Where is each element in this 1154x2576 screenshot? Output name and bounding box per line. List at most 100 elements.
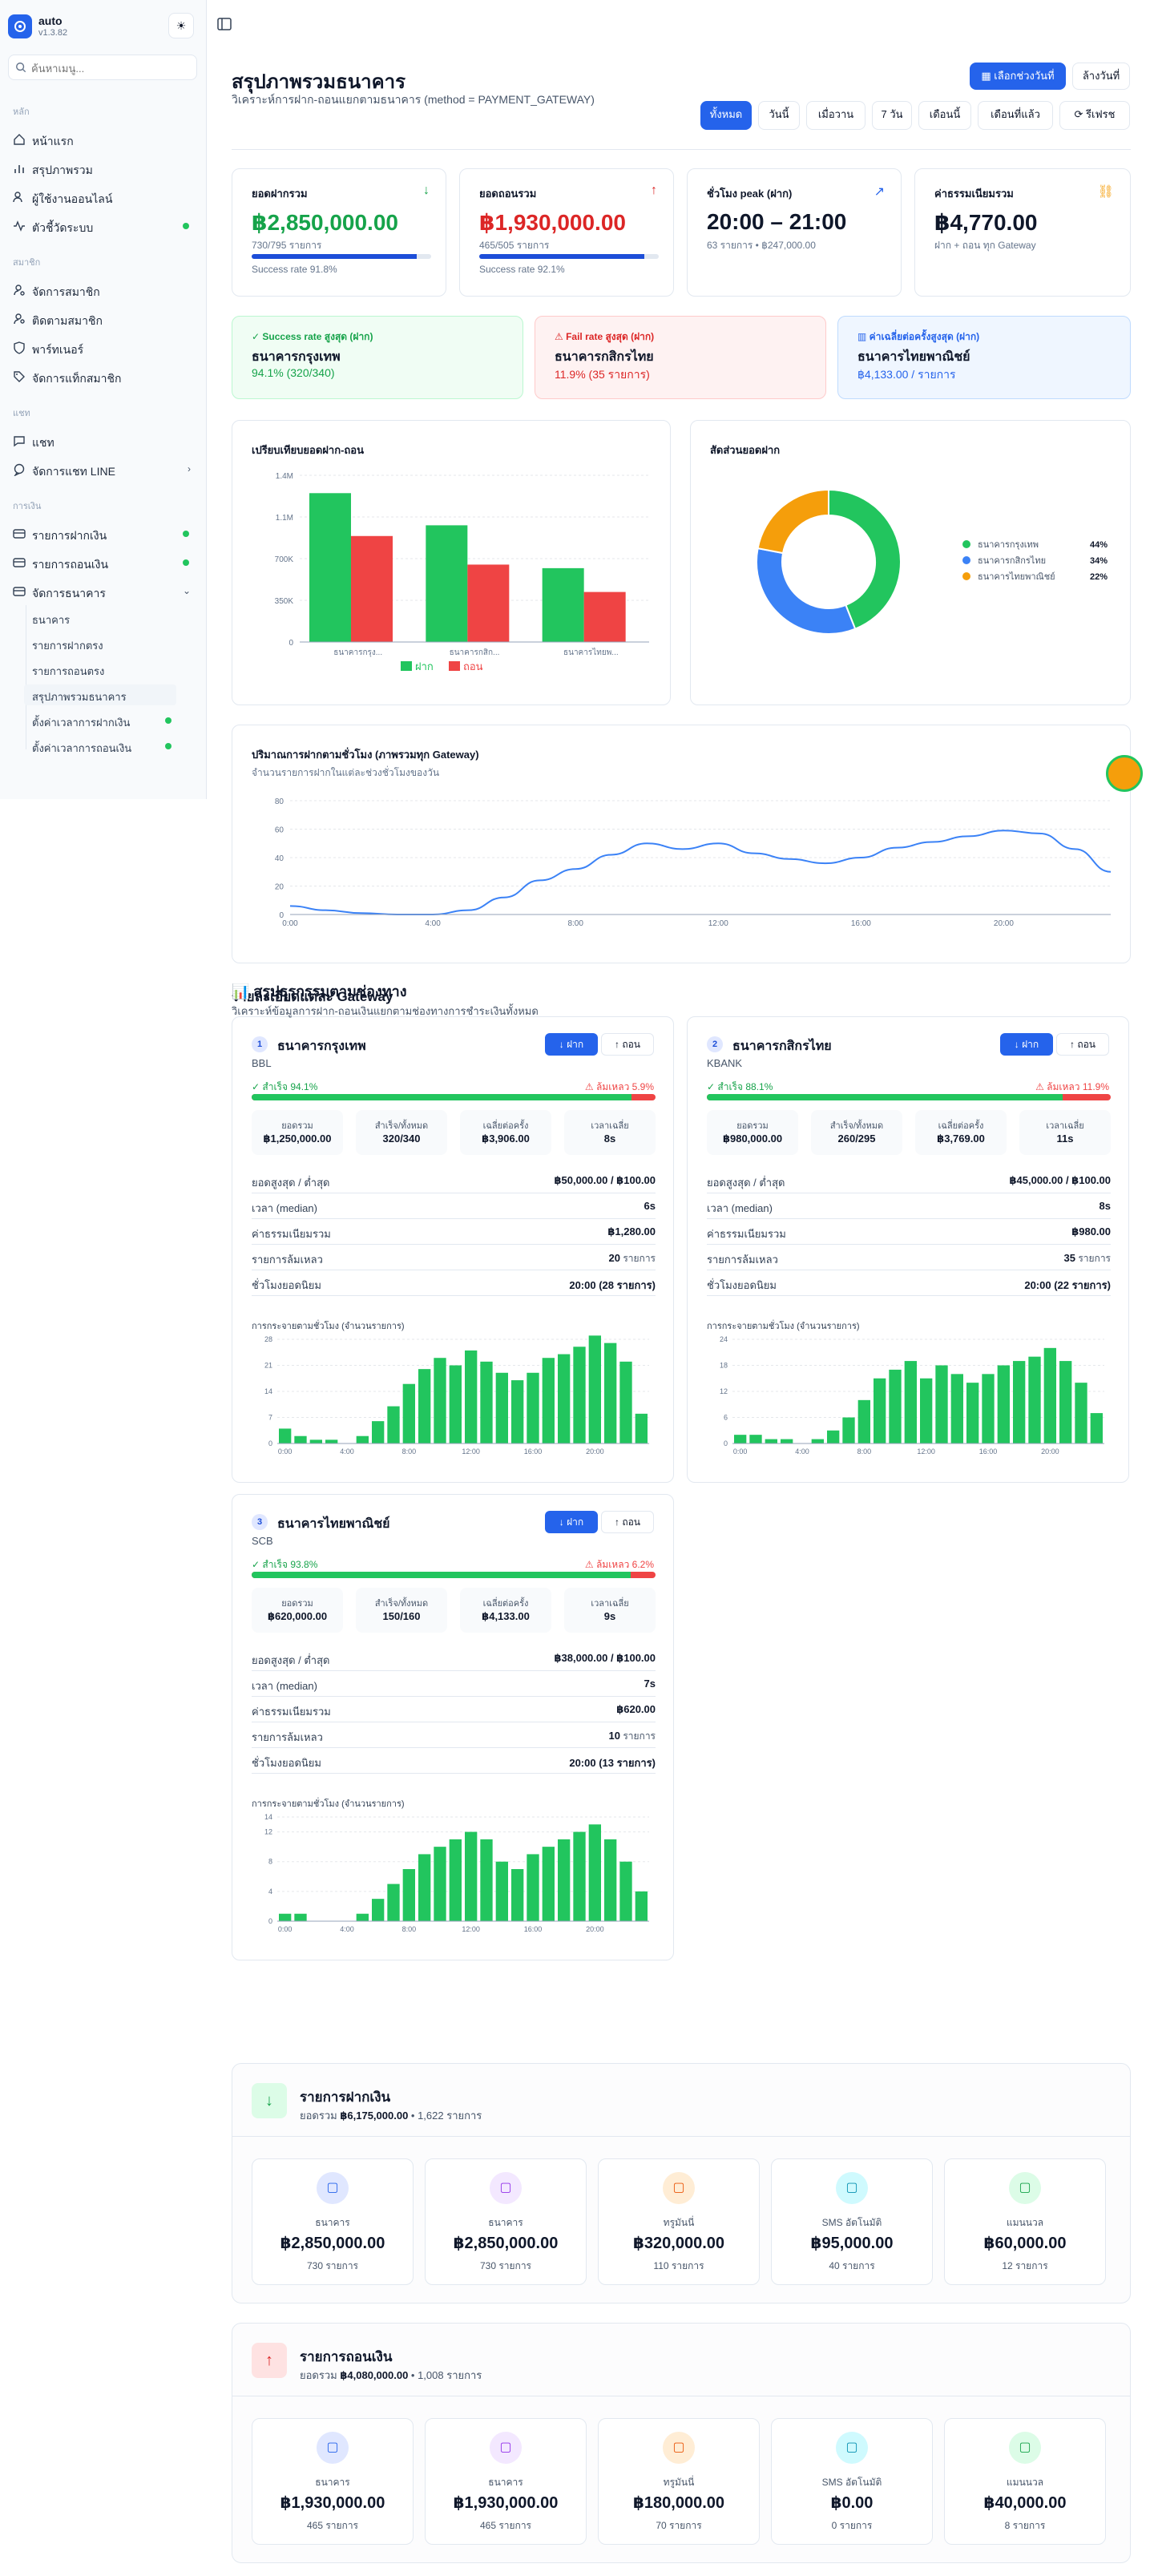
hour-bar xyxy=(842,1417,855,1443)
x-tick-label: 8:00 xyxy=(857,1447,872,1456)
hour-bar xyxy=(402,1869,415,1921)
row-label: ชั่วโมงยอดนิยม xyxy=(252,1757,321,1769)
deposit-toggle-button[interactable]: ↓ ฝาก xyxy=(545,1033,598,1056)
floating-assistant-button[interactable] xyxy=(1106,755,1143,792)
panel-title: รายการถอนเงิน xyxy=(300,2349,393,2364)
chart-title: เปรียบเทียบยอดฝาก-ถอน xyxy=(252,444,364,456)
date-range-label: เลือกช่วงวันที่ xyxy=(994,70,1055,82)
sidebar-item-overview[interactable]: สรุปภาพรวม xyxy=(11,157,196,180)
arrow-up-icon: ↑ xyxy=(651,184,657,197)
status-dot xyxy=(183,559,189,566)
sidebar-search[interactable] xyxy=(8,55,197,80)
hour-bar xyxy=(874,1378,886,1443)
hour-bar xyxy=(279,1428,292,1443)
sidebar-item-partners[interactable]: พาร์ทเนอร์ xyxy=(11,337,196,359)
metric-value: 11s xyxy=(1056,1133,1074,1145)
success-progress-fill xyxy=(707,1094,1063,1100)
channel-count: 110 รายการ xyxy=(653,2260,704,2271)
legend-value: 34% xyxy=(1090,556,1108,566)
hour-bar xyxy=(857,1399,870,1443)
x-tick-label: ธนาคารไทยพ... xyxy=(563,648,619,657)
row-label: เวลา (median) xyxy=(252,1680,317,1692)
withdraw-toggle-button[interactable]: ↑ ถอน xyxy=(601,1511,654,1533)
y-tick-label: 0 xyxy=(288,639,293,648)
filter-today[interactable]: วันนี้ xyxy=(758,101,800,130)
withdraw-toggle-button[interactable]: ↑ ถอน xyxy=(1056,1033,1109,1056)
sidebar-item-member-tags[interactable]: จัดการแท็กสมาชิก xyxy=(11,365,196,388)
search-input[interactable] xyxy=(31,60,192,76)
filter-last-month[interactable]: เดือนที่แล้ว xyxy=(978,101,1053,130)
x-tick-label: 0:00 xyxy=(282,919,298,928)
row-value: 6s xyxy=(644,1200,656,1212)
hour-bar xyxy=(573,1831,586,1921)
sidebar-item-deposits[interactable]: รายการฝากเงิน xyxy=(11,523,196,545)
hour-bar xyxy=(325,1439,338,1443)
bar-withdraw xyxy=(351,535,393,642)
filter-7days[interactable]: 7 วัน xyxy=(872,101,912,130)
submenu-item-direct-withdrawals[interactable]: รายการถอนตรง xyxy=(24,659,176,680)
y-tick-label: 0 xyxy=(268,1439,272,1447)
legend-swatch xyxy=(962,556,970,564)
sidebar-item-line-chat[interactable]: จัดการแชท LINE › xyxy=(11,458,196,481)
submenu-item-banks[interactable]: ธนาคาร xyxy=(24,608,176,628)
y-tick-label: 350K xyxy=(275,597,294,606)
sidebar-item-manage-members[interactable]: จัดการสมาชิก xyxy=(11,279,196,301)
hour-bar xyxy=(1043,1347,1056,1443)
deposit-icon xyxy=(13,529,26,539)
bar-deposit xyxy=(309,493,351,642)
sidebar-item-online-users[interactable]: ผู้ใช้งานออนไลน์ xyxy=(11,186,196,208)
deposit-toggle-button[interactable]: ↓ ฝาก xyxy=(1000,1033,1053,1056)
total-label: ยอดรวม xyxy=(300,2110,337,2122)
hour-bar xyxy=(1075,1383,1087,1443)
sidebar-item-home[interactable]: หน้าแรก xyxy=(11,128,196,151)
sidebar-toggle-icon[interactable] xyxy=(216,16,232,32)
x-tick-label: 0:00 xyxy=(278,1925,293,1933)
refresh-icon: ⟳ xyxy=(1074,108,1087,120)
success-progress-bar xyxy=(252,1094,656,1100)
stat-sub: 63 รายการ • ฿247,000.00 xyxy=(707,240,816,251)
hourly-bar-chart: 0 7 14 21 28 0:00 4:00 8:00 12:00 16:00 20:00 xyxy=(264,1335,649,1456)
compare-chart-card: เปรียบเทียบยอดฝาก-ถอน 1.4M 1.1M 700K 350K 0 ธ… xyxy=(232,420,671,705)
success-progress-bar xyxy=(707,1094,1111,1100)
gateway-name: ธนาคารกรุงเทพ xyxy=(277,1040,366,1053)
submenu-item-direct-deposits[interactable]: รายการฝากตรง xyxy=(24,633,176,654)
sidebar-item-bank-management[interactable]: จัดการธนาคาร ⌄ xyxy=(11,580,196,603)
refresh-button[interactable]: ⟳ รีเฟรช xyxy=(1059,101,1130,130)
highlight-title-text: ค่าเฉลี่ยต่อครั้งสูงสุด (ฝาก) xyxy=(869,331,980,342)
row-value: 7s xyxy=(644,1678,656,1690)
gateway-number: 2 xyxy=(707,1036,723,1052)
sidebar-item-chat[interactable]: แชท xyxy=(11,430,196,452)
submenu-item-deposit-time-settings[interactable]: ตั้งค่าเวลาการฝากเงิน xyxy=(24,710,176,731)
row-value-text: 20:00 (28 รายการ) xyxy=(569,1279,656,1291)
app-name: auto xyxy=(38,14,63,27)
x-tick-label: 20:00 xyxy=(586,1447,604,1456)
gateway-detail-row: ยอดสูงสุด / ต่ำสุด ฿50,000.00 / ฿100.00 xyxy=(252,1168,656,1193)
clear-date-button[interactable]: ล้างวันที่ xyxy=(1072,63,1130,90)
legend-label: ธนาคารกรุงเทพ xyxy=(978,540,1039,550)
filter-this-month[interactable]: เดือนนี้ xyxy=(918,101,971,130)
date-range-button[interactable]: ▦ เลือกช่วงวันที่ xyxy=(970,63,1066,90)
sidebar-item-label: ติดตามสมาชิก xyxy=(32,314,103,327)
theme-toggle-button[interactable]: ☀ xyxy=(168,13,194,38)
row-label: ยอดสูงสุด / ต่ำสุด xyxy=(252,1654,330,1666)
home-icon xyxy=(14,134,25,145)
bar-withdraw xyxy=(467,564,510,642)
sidebar-item-system-metrics[interactable]: ตัวชี้วัดระบบ xyxy=(11,215,196,237)
filter-all[interactable]: ทั้งหมด xyxy=(700,101,752,130)
filter-yesterday[interactable]: เมื่อวาน xyxy=(806,101,866,130)
status-dot xyxy=(165,717,171,724)
refresh-label: รีเฟรช xyxy=(1086,108,1116,120)
hour-bar xyxy=(920,1378,933,1443)
hour-bar xyxy=(279,1913,292,1921)
sidebar-item-track-members[interactable]: ติดตามสมาชิก xyxy=(11,308,196,330)
channel-count: 12 รายการ xyxy=(1002,2260,1048,2271)
y-tick-label: 20 xyxy=(275,883,284,892)
hour-bar xyxy=(387,1884,400,1921)
submenu-item-withdraw-time-settings[interactable]: ตั้งค่าเวลาการถอนเงิน xyxy=(24,736,176,752)
submenu-item-bank-overview[interactable]: สรุปภาพรวมธนาคาร xyxy=(24,684,176,705)
withdraw-toggle-button[interactable]: ↑ ถอน xyxy=(601,1033,654,1056)
channel-card: ▢ แมนนวล ฿40,000.00 8 รายการ xyxy=(944,2418,1106,2545)
deposit-toggle-button[interactable]: ↓ ฝาก xyxy=(545,1511,598,1533)
sidebar-item-label: จัดการแท็กสมาชิก xyxy=(32,372,122,385)
sidebar-item-withdrawals[interactable]: รายการถอนเงิน xyxy=(11,551,196,574)
